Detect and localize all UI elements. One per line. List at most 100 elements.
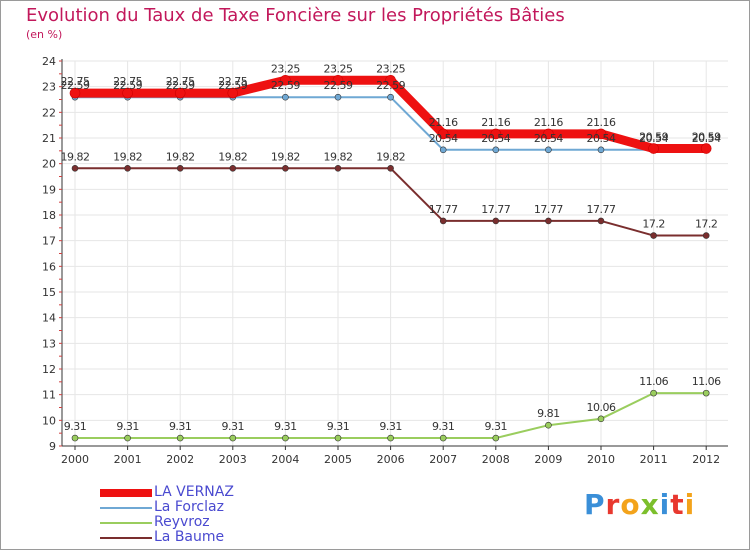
- data-label-la-forclaz: 22.59: [376, 79, 405, 92]
- data-label-la-forclaz: 22.59: [61, 79, 90, 92]
- data-point-la-baume: [124, 164, 131, 172]
- data-point-la-baume: [176, 164, 184, 172]
- data-point-reyvroz: [176, 434, 184, 442]
- legend-item-reyvroz: Reyvroz: [100, 514, 400, 531]
- x-tick-label: 2011: [640, 453, 668, 466]
- data-point-la-vernaz: [385, 74, 396, 86]
- legend-label-la-forclaz: La Forclaz: [154, 499, 224, 515]
- data-point-la-vernaz: [437, 128, 449, 140]
- data-point-la-baume: [71, 164, 79, 172]
- y-tick-label: 20: [42, 158, 56, 171]
- data-point-la-forclaz: [282, 93, 289, 101]
- y-tick-label: 11: [42, 389, 56, 402]
- data-point-la-vernaz: [280, 74, 291, 86]
- logo-letter: P: [584, 488, 606, 521]
- data-label-la-baume: 19.82: [166, 150, 195, 163]
- x-tick-label: 2006: [377, 453, 405, 466]
- x-tick-label: 2010: [587, 453, 615, 466]
- data-point-la-baume: [650, 232, 657, 239]
- data-point-la-vernaz: [174, 87, 186, 99]
- data-label-la-baume: 19.82: [271, 150, 300, 163]
- data-label-reyvroz: 9.31: [432, 420, 455, 433]
- data-label-reyvroz: 9.31: [274, 420, 297, 433]
- data-label-la-forclaz: 20.54: [534, 132, 563, 145]
- x-tick-label: 2005: [324, 453, 352, 466]
- data-point-la-vernaz: [700, 143, 712, 154]
- x-tick-label: 2012: [692, 453, 720, 466]
- data-label-reyvroz: 9.31: [169, 420, 192, 433]
- data-label-la-forclaz: 20.54: [639, 132, 668, 145]
- data-label-reyvroz: 9.31: [116, 420, 139, 433]
- data-label-la-forclaz: 20.54: [587, 132, 616, 145]
- data-label-la-baume: 19.82: [324, 150, 353, 163]
- data-point-la-baume: [702, 232, 710, 239]
- legend-swatch-la-forclaz: [100, 507, 152, 509]
- x-tick-label: 2009: [534, 453, 562, 466]
- data-point-la-baume: [492, 217, 500, 225]
- data-point-la-vernaz: [490, 128, 502, 140]
- y-tick-label: 23: [42, 81, 56, 94]
- data-point-la-forclaz: [492, 146, 500, 154]
- data-label-reyvroz: 9.81: [537, 407, 560, 420]
- data-label-la-forclaz: 22.59: [324, 79, 353, 92]
- data-point-reyvroz: [439, 434, 447, 442]
- data-label-la-forclaz: 22.59: [113, 79, 142, 92]
- data-point-reyvroz: [387, 434, 394, 442]
- data-label-la-vernaz: 22.75: [113, 75, 142, 88]
- y-tick-label: 18: [42, 209, 56, 222]
- data-point-la-forclaz: [545, 146, 552, 154]
- data-label-reyvroz: 9.31: [379, 420, 402, 433]
- data-label-la-vernaz: 22.75: [166, 75, 195, 88]
- chart-title: Evolution du Taux de Taxe Foncière sur l…: [26, 5, 565, 26]
- x-tick-label: 2008: [482, 453, 510, 466]
- logo-letter: r: [605, 488, 621, 521]
- data-label-la-forclaz: 22.59: [271, 79, 300, 92]
- data-label-la-vernaz: 20.59: [639, 131, 668, 144]
- legend-label-la-vernaz: LA VERNAZ: [154, 484, 234, 500]
- y-tick-label: 13: [42, 337, 56, 350]
- data-label-la-vernaz: 23.25: [271, 62, 300, 75]
- data-point-la-baume: [229, 164, 237, 172]
- x-tick-label: 2004: [271, 453, 299, 466]
- data-label-la-vernaz: 21.16: [587, 116, 616, 129]
- data-point-la-baume: [282, 164, 289, 172]
- data-point-reyvroz: [71, 434, 79, 442]
- data-label-la-forclaz: 22.59: [218, 79, 247, 92]
- proxiti-logo: Proxiti: [584, 488, 695, 521]
- logo-letter: i: [659, 488, 671, 521]
- data-point-la-forclaz: [439, 146, 447, 154]
- data-label-la-forclaz: 20.54: [481, 132, 510, 145]
- data-point-la-vernaz: [595, 128, 607, 140]
- data-label-la-baume: 17.77: [587, 203, 616, 216]
- data-label-la-baume: 17.2: [695, 218, 718, 231]
- data-point-la-forclaz: [334, 93, 342, 101]
- data-point-la-baume: [439, 217, 447, 225]
- x-tick-label: 2002: [166, 453, 194, 466]
- legend-swatch-la-baume: [100, 537, 152, 539]
- data-point-la-vernaz: [332, 74, 344, 86]
- data-point-la-baume: [597, 217, 605, 225]
- data-label-reyvroz: 9.31: [327, 420, 350, 433]
- data-point-reyvroz: [702, 389, 710, 397]
- y-tick-label: 24: [42, 55, 56, 68]
- data-label-la-vernaz: 23.25: [324, 62, 353, 75]
- logo-letter: x: [640, 488, 660, 521]
- data-point-la-vernaz: [227, 87, 239, 99]
- data-label-la-baume: 17.77: [481, 203, 510, 216]
- data-point-la-vernaz: [543, 128, 554, 140]
- data-point-la-baume: [334, 164, 342, 172]
- data-point-reyvroz: [545, 421, 552, 429]
- legend-item-la-vernaz: LA VERNAZ: [100, 484, 400, 501]
- data-label-la-vernaz: 22.75: [218, 75, 247, 88]
- x-tick-label: 2003: [219, 453, 247, 466]
- data-point-la-baume: [387, 164, 394, 172]
- legend-label-la-baume: La Baume: [154, 529, 225, 545]
- legend-swatch-la-vernaz: [100, 489, 152, 497]
- data-point-reyvroz: [334, 434, 342, 442]
- data-point-la-vernaz: [122, 87, 133, 99]
- data-point-reyvroz: [124, 434, 131, 442]
- y-tick-label: 22: [42, 106, 56, 119]
- y-tick-label: 16: [42, 260, 56, 273]
- data-point-reyvroz: [282, 434, 289, 442]
- data-point-la-baume: [545, 217, 552, 225]
